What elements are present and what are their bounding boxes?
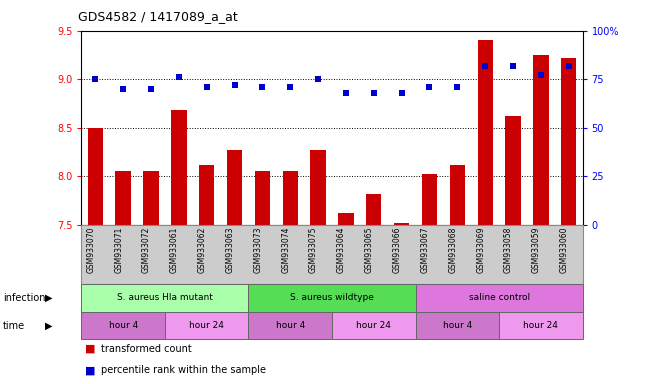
Bar bbox=[199, 164, 214, 225]
Bar bbox=[505, 116, 521, 225]
Point bbox=[452, 84, 462, 90]
Text: hour 4: hour 4 bbox=[443, 321, 472, 330]
Text: saline control: saline control bbox=[469, 293, 530, 303]
Text: S. aureus wildtype: S. aureus wildtype bbox=[290, 293, 374, 303]
Point bbox=[536, 72, 546, 78]
Point bbox=[202, 84, 212, 90]
Point bbox=[480, 63, 490, 69]
Text: GSM933067: GSM933067 bbox=[421, 227, 430, 273]
Bar bbox=[561, 58, 576, 225]
Bar bbox=[339, 213, 353, 225]
Text: time: time bbox=[3, 321, 25, 331]
Bar bbox=[115, 171, 131, 225]
Bar bbox=[311, 150, 326, 225]
Text: GSM933074: GSM933074 bbox=[281, 227, 290, 273]
Text: GSM933068: GSM933068 bbox=[449, 227, 457, 273]
Text: ▶: ▶ bbox=[45, 293, 53, 303]
Point bbox=[229, 82, 240, 88]
Text: GSM933072: GSM933072 bbox=[142, 227, 151, 273]
Point bbox=[118, 86, 128, 92]
Point bbox=[396, 90, 407, 96]
Text: hour 4: hour 4 bbox=[275, 321, 305, 330]
Text: GSM933062: GSM933062 bbox=[198, 227, 207, 273]
Point bbox=[424, 84, 435, 90]
Text: GSM933059: GSM933059 bbox=[532, 227, 541, 273]
Text: percentile rank within the sample: percentile rank within the sample bbox=[101, 365, 266, 375]
Text: GSM933064: GSM933064 bbox=[337, 227, 346, 273]
Text: transformed count: transformed count bbox=[101, 344, 191, 354]
Text: GSM933070: GSM933070 bbox=[87, 227, 95, 273]
Text: infection: infection bbox=[3, 293, 46, 303]
Text: hour 4: hour 4 bbox=[109, 321, 138, 330]
Point bbox=[146, 86, 156, 92]
Text: GSM933066: GSM933066 bbox=[393, 227, 402, 273]
Text: GSM933058: GSM933058 bbox=[504, 227, 513, 273]
Bar bbox=[143, 171, 159, 225]
Text: GSM933063: GSM933063 bbox=[225, 227, 234, 273]
Point bbox=[340, 90, 351, 96]
Bar bbox=[366, 194, 381, 225]
Point bbox=[257, 84, 268, 90]
Bar bbox=[171, 110, 186, 225]
Text: GSM933065: GSM933065 bbox=[365, 227, 374, 273]
Text: GSM933073: GSM933073 bbox=[253, 227, 262, 273]
Text: GSM933069: GSM933069 bbox=[476, 227, 485, 273]
Point bbox=[564, 63, 574, 69]
Text: GSM933060: GSM933060 bbox=[560, 227, 569, 273]
Text: S. aureus Hla mutant: S. aureus Hla mutant bbox=[117, 293, 213, 303]
Point bbox=[313, 76, 324, 82]
Bar bbox=[478, 40, 493, 225]
Point bbox=[90, 76, 100, 82]
Bar bbox=[88, 128, 103, 225]
Bar bbox=[255, 171, 270, 225]
Text: GSM933061: GSM933061 bbox=[170, 227, 179, 273]
Point bbox=[368, 90, 379, 96]
Text: hour 24: hour 24 bbox=[356, 321, 391, 330]
Text: hour 24: hour 24 bbox=[189, 321, 224, 330]
Text: ■: ■ bbox=[85, 344, 95, 354]
Text: ■: ■ bbox=[85, 365, 95, 375]
Bar bbox=[533, 55, 549, 225]
Bar bbox=[394, 223, 409, 225]
Bar bbox=[227, 150, 242, 225]
Text: ▶: ▶ bbox=[45, 321, 53, 331]
Bar bbox=[450, 164, 465, 225]
Point bbox=[285, 84, 296, 90]
Point bbox=[174, 74, 184, 80]
Bar bbox=[283, 171, 298, 225]
Point bbox=[508, 63, 518, 69]
Bar bbox=[422, 174, 437, 225]
Text: GSM933071: GSM933071 bbox=[114, 227, 123, 273]
Text: hour 24: hour 24 bbox=[523, 321, 559, 330]
Text: GSM933075: GSM933075 bbox=[309, 227, 318, 273]
Text: GDS4582 / 1417089_a_at: GDS4582 / 1417089_a_at bbox=[78, 10, 238, 23]
